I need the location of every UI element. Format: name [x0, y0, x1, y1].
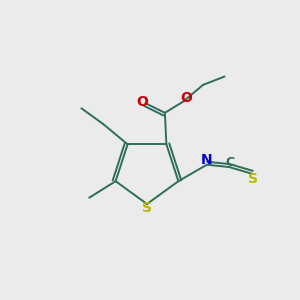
Text: O: O [136, 95, 148, 109]
Text: N: N [201, 153, 213, 166]
Text: C: C [225, 156, 235, 169]
Text: O: O [181, 91, 192, 105]
Text: S: S [248, 172, 258, 186]
Text: S: S [142, 201, 152, 214]
